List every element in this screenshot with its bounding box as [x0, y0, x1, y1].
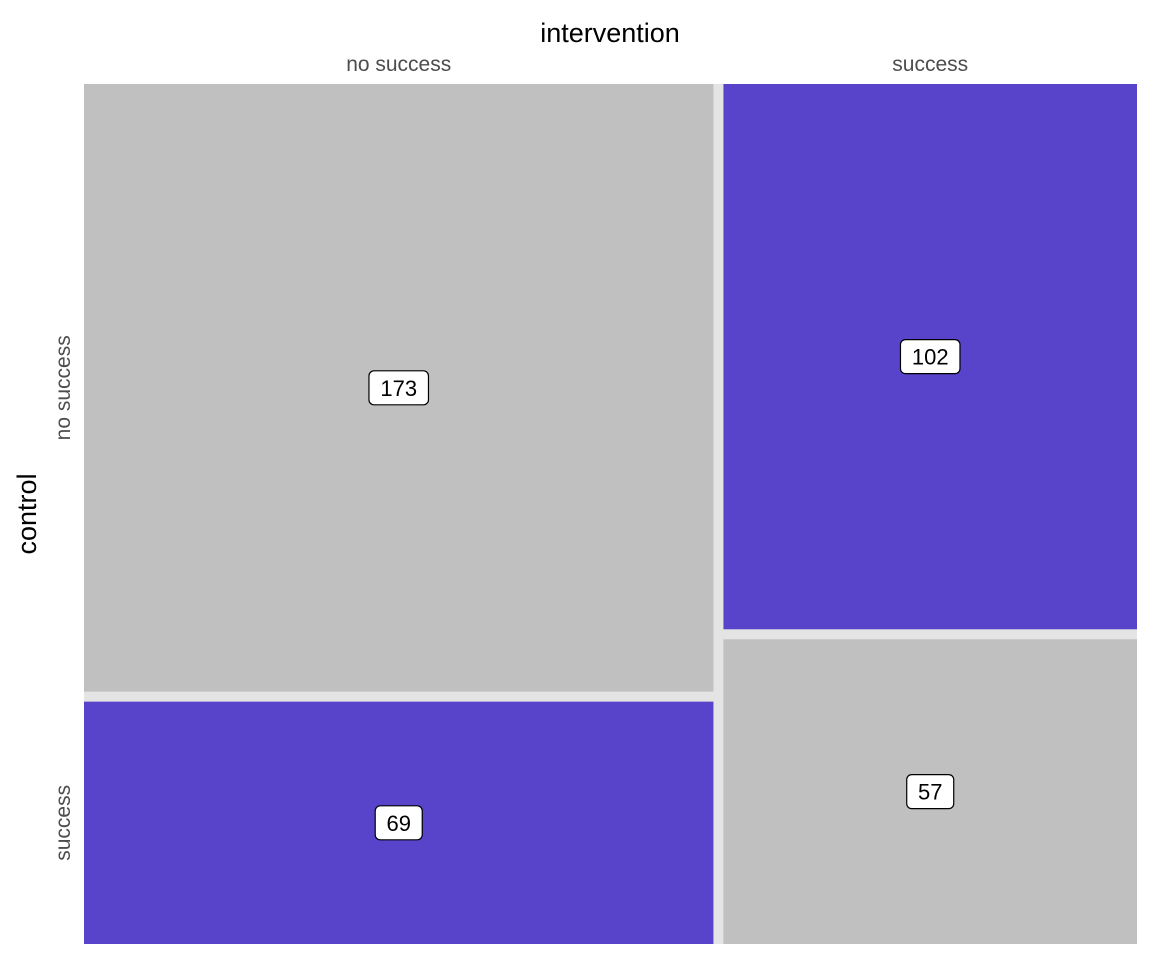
x-tick-label-success: success [892, 53, 968, 76]
y-tick-label-success: success [52, 785, 75, 861]
count-label-text: 102 [912, 345, 949, 370]
y-tick-label-no-success: no success [52, 335, 75, 440]
count-label-success-no-success: 102 [900, 340, 960, 374]
count-label-success-success: 57 [907, 775, 954, 809]
count-label-text: 173 [380, 376, 417, 401]
count-label-no-success-no-success: 173 [369, 371, 429, 405]
count-label-no-success-success: 69 [375, 806, 422, 840]
y-axis-title: control [12, 473, 42, 554]
count-label-text: 69 [386, 811, 410, 836]
x-tick-label-no-success: no success [346, 53, 451, 76]
count-label-text: 57 [918, 780, 942, 805]
mosaic-cells [84, 84, 1137, 944]
x-tick-labels: no success success [346, 53, 968, 76]
x-axis-title: intervention [540, 18, 680, 48]
y-tick-labels: no success success [52, 335, 75, 860]
